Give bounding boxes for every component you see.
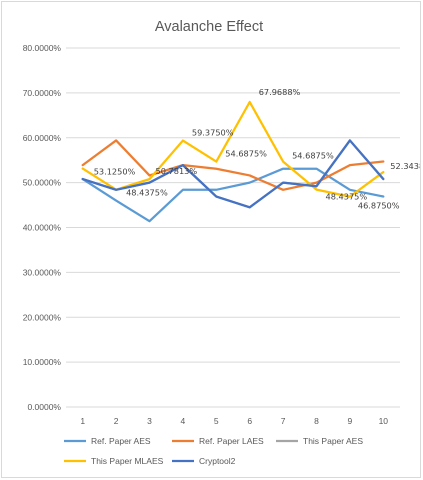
y-tick-label: 0.0000% xyxy=(27,402,61,412)
legend-item: This Paper AES xyxy=(276,436,363,446)
legend: Ref. Paper AES Ref. Paper LAES This Paper … xyxy=(64,436,363,466)
data-label: 59.3750% xyxy=(192,128,234,138)
series-line-ref-paper-aes xyxy=(81,167,385,223)
legend-label: Cryptool2 xyxy=(199,456,236,466)
x-tick-label: 9 xyxy=(348,416,353,426)
data-label: 53.1250% xyxy=(94,167,136,177)
x-axis-tick-labels: 1 2 3 4 5 6 7 8 9 10 xyxy=(80,416,388,426)
y-tick-label: 70.0000% xyxy=(23,88,62,98)
legend-item: This Paper MLAES xyxy=(64,456,164,466)
data-label: 50.7813% xyxy=(156,166,198,176)
legend-label: This Paper AES xyxy=(303,436,363,446)
x-tick-label: 8 xyxy=(314,416,319,426)
x-tick-label: 5 xyxy=(214,416,219,426)
y-tick-label: 80.0000% xyxy=(23,43,62,53)
data-label: 54.6875% xyxy=(225,149,267,159)
data-label: 46.8750% xyxy=(358,201,400,211)
x-tick-label: 2 xyxy=(114,416,119,426)
series-lines xyxy=(81,100,385,223)
data-labels: 53.1250% 48.4375% 50.7813% 59.3750% 54.6875%… xyxy=(94,87,420,211)
y-axis-tick-labels: 0.0000% 10.0000% 20.0000% 30.0000% 40.0000% 5… xyxy=(23,43,62,412)
data-label: 52.3438% xyxy=(390,161,420,171)
y-tick-label: 50.0000% xyxy=(23,178,62,188)
legend-item: Ref. Paper LAES xyxy=(172,436,264,446)
gridlines xyxy=(66,47,400,408)
legend-label: This Paper MLAES xyxy=(91,456,164,466)
y-tick-label: 40.0000% xyxy=(23,223,62,233)
y-tick-label: 10.0000% xyxy=(23,357,62,367)
legend-item: Cryptool2 xyxy=(172,456,236,466)
legend-item: Ref. Paper AES xyxy=(64,436,151,446)
line-chart: Avalanche Effect 0.0000%10.0000%20.0000%… xyxy=(23,19,420,466)
x-tick-label: 6 xyxy=(247,416,252,426)
x-tick-label: 1 xyxy=(80,416,85,426)
y-tick-label: 30.0000% xyxy=(23,267,62,277)
data-label: 48.4375% xyxy=(126,188,168,198)
x-tick-label: 7 xyxy=(281,416,286,426)
x-tick-label: 3 xyxy=(147,416,152,426)
data-label: 54.6875% xyxy=(292,151,334,161)
series-line-cryptool2 xyxy=(81,139,385,209)
series-line-this-paper-mlaes xyxy=(81,100,385,198)
legend-label: Ref. Paper AES xyxy=(91,436,151,446)
x-tick-label: 4 xyxy=(181,416,186,426)
chart-title: Avalanche Effect xyxy=(155,19,263,35)
series-line-ref-paper-laes xyxy=(81,139,385,191)
y-tick-label: 60.0000% xyxy=(23,133,62,143)
x-tick-label: 10 xyxy=(379,416,389,426)
data-label: 67.9688% xyxy=(259,87,301,97)
y-tick-label: 20.0000% xyxy=(23,312,62,322)
legend-label: Ref. Paper LAES xyxy=(199,436,264,446)
data-label: 48.4375% xyxy=(326,192,368,202)
